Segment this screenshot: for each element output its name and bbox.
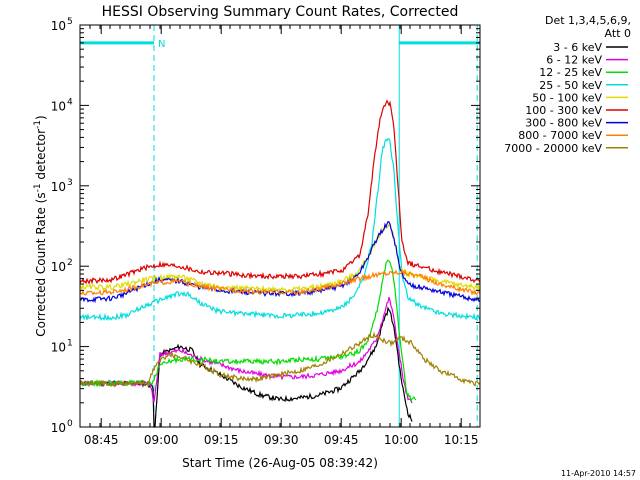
plot-data-layer: N (79, 25, 481, 428)
legend-entry-7: 800 - 7000 keV (518, 129, 602, 142)
y-tick-label-2: 10 (51, 260, 66, 274)
plot-frame (79, 24, 481, 428)
x-tick-label-1: 09:00 (144, 433, 179, 447)
chart-title: HESSI Observing Summary Count Rates, Cor… (102, 4, 459, 20)
y-tick-label-3: 10 (51, 180, 66, 194)
legend-header-line-2: Att 0 (605, 27, 631, 40)
y-tick-exp-0: 0 (67, 419, 73, 429)
y-tick-exp-3: 3 (67, 178, 73, 188)
y-axis-label: Corrected Count Rate (s-1 detector-1) (33, 115, 48, 336)
y-tick-label-5: 10 (51, 19, 66, 33)
legend-entry-1: 6 - 12 keV (546, 54, 602, 67)
x-tick-label-6: 10:15 (444, 433, 479, 447)
y-axis-label-mid: detector (34, 129, 48, 184)
x-tick-label-2: 09:15 (204, 433, 239, 447)
legend-entry-0: 3 - 6 keV (553, 41, 602, 54)
series-line-5 (79, 99, 481, 285)
series-line-7 (79, 268, 481, 296)
series-line-3 (79, 137, 481, 322)
plot-border (79, 24, 481, 428)
legend-entry-3: 25 - 50 keV (539, 79, 602, 92)
series-line-2 (79, 259, 417, 403)
y-tick-exp-5: 5 (67, 17, 73, 27)
y-tick-exp-2: 2 (67, 258, 73, 268)
x-tick-label-4: 09:45 (324, 433, 359, 447)
y-tick-exp-4: 4 (67, 97, 73, 107)
y-tick-exp-1: 1 (67, 339, 73, 349)
x-tick-label-5: 10:00 (384, 433, 419, 447)
x-axis-label: Start Time (26-Aug-05 08:39:42) (182, 456, 378, 470)
night-label: N (158, 39, 165, 50)
legend-entry-4: 50 - 100 keV (532, 91, 602, 104)
y-axis-label-sup2: -1 (33, 120, 43, 129)
y-axis-label-main: Corrected Count Rate (s (34, 192, 48, 336)
series-line-0 (79, 306, 413, 428)
y-tick-label-1: 10 (51, 341, 66, 355)
x-axis: 08:45 09:00 09:15 09:30 09:45 10:00 10:15 (79, 25, 481, 447)
y-tick-label-0: 10 (51, 421, 66, 435)
x-tick-label-3: 09:30 (264, 433, 299, 447)
series-line-8 (79, 331, 481, 388)
series-line-4 (79, 223, 481, 294)
y-axis-label-sup1: -1 (33, 183, 43, 192)
legend-entry-6: 300 - 800 keV (525, 117, 602, 130)
legend-entry-5: 100 - 300 keV (525, 104, 602, 117)
legend-entry-2: 12 - 25 keV (539, 66, 602, 79)
footer-timestamp: 11-Apr-2010 14:57 (561, 469, 636, 478)
series-line-1 (79, 297, 413, 404)
y-tick-label-4: 10 (51, 99, 66, 113)
legend-header-line-1: Det 1,3,4,5,6,9, (545, 14, 631, 27)
legend-entry-8: 7000 - 20000 keV (504, 142, 602, 155)
y-axis-label-end: ) (34, 115, 48, 120)
x-tick-label-0: 08:45 (84, 433, 119, 447)
